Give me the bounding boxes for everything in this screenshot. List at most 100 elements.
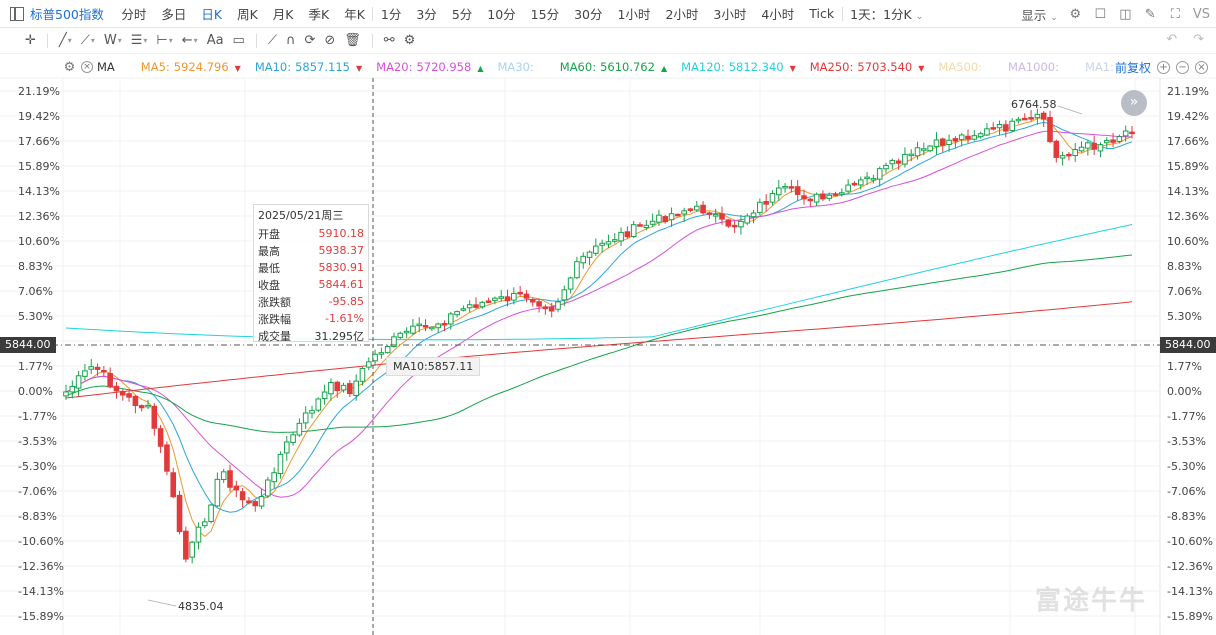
ma-legend-item[interactable]: MA1: <box>1085 60 1118 74</box>
candle-body <box>738 220 744 228</box>
candle-body <box>864 176 870 180</box>
candle-body <box>88 366 95 370</box>
collapse-icon[interactable]: − <box>1176 61 1189 74</box>
display-menu[interactable]: 显示 ⌄ <box>1021 5 1058 24</box>
adjust-mode-button[interactable]: 前复权 <box>1114 61 1151 75</box>
tab-timeframe-monthly[interactable]: 月K <box>272 7 294 22</box>
tab-timeframe-15min[interactable]: 15分 <box>530 7 560 22</box>
tooltip-date: 2025/05/21周三 <box>258 209 344 222</box>
ma-legend-item[interactable]: MA120: 5812.340 ▼ <box>681 60 810 74</box>
candle-body <box>498 296 505 299</box>
tab-timeframe-5min[interactable]: 5分 <box>451 7 473 22</box>
link-icon[interactable]: ⚯ <box>383 33 395 48</box>
line-tool-icon[interactable]: ╱ ▾ <box>58 33 72 48</box>
edit-icon[interactable]: ✎ <box>1144 6 1156 22</box>
ma-legend-item[interactable]: MA20: 5720.958 ▲ <box>376 60 497 74</box>
undo-redo: ↶ ↷ <box>1166 32 1204 47</box>
ma-legend-item[interactable]: MA10: 5857.115 ▼ <box>255 60 376 74</box>
expand-icon[interactable]: + <box>1157 61 1170 74</box>
ma-legend-item[interactable]: MA30: <box>497 60 537 74</box>
redo-icon[interactable]: ↷ <box>1193 32 1204 47</box>
indicator-name[interactable]: MA <box>97 60 115 74</box>
candle-body <box>378 352 385 355</box>
tab-timeframe-1min[interactable]: 1分 <box>380 7 402 22</box>
crosshair-icon[interactable]: ✛ <box>25 33 36 48</box>
ma-legend-item[interactable]: MA1000: <box>1008 60 1063 74</box>
trash-icon[interactable]: 🗑 <box>344 33 361 48</box>
undo-icon[interactable]: ↶ <box>1166 32 1178 47</box>
layout-icon[interactable]: ☐ <box>1094 6 1107 22</box>
close-icon[interactable]: × <box>81 61 93 73</box>
candle-body <box>782 185 788 189</box>
axis-tick-label: 12.36% <box>1167 210 1209 223</box>
settings-icon[interactable]: ⚙ <box>1069 6 1082 22</box>
wave-tool-icon[interactable]: W ▾ <box>103 33 122 48</box>
tab-timeframe-yearly[interactable]: 年K <box>344 7 365 22</box>
arrow-tool-icon[interactable]: ← ▾ <box>181 33 198 48</box>
expand-panel-button[interactable]: » <box>1121 90 1147 116</box>
ma-legend-item[interactable]: MA500: <box>938 60 986 74</box>
sidebar-toggle-icon[interactable] <box>10 6 24 21</box>
axis-tick-label: -10.60% <box>18 535 64 548</box>
candle-body <box>1053 140 1060 158</box>
tab-timeframe-3min[interactable]: 3分 <box>416 7 437 22</box>
ma-legend-item[interactable]: MA60: 5610.762 ▲ <box>560 60 681 74</box>
ruler-icon[interactable]: ⟋ <box>267 33 277 48</box>
candle-body <box>63 391 69 397</box>
ma-legend-item[interactable]: MA5: 5924.796 ▼ <box>141 60 255 74</box>
tab-timeframe-tick[interactable]: Tick <box>809 6 835 21</box>
axis-tick-label: 17.66% <box>18 135 60 148</box>
symbol-name[interactable]: 标普500指数 <box>30 7 104 22</box>
tab-timeframe-10min[interactable]: 10分 <box>487 7 516 22</box>
tab-timeframe-daily[interactable]: 日K <box>201 7 223 22</box>
tab-timeframe-intraday[interactable]: 分时 <box>121 7 147 22</box>
candle-body <box>429 326 435 330</box>
settings-icon[interactable]: ⚙ <box>63 59 76 75</box>
tab-timeframe-3h[interactable]: 3小时 <box>713 7 747 22</box>
close-icon[interactable]: × <box>1195 61 1208 74</box>
axis-tick-label: -15.89% <box>1167 610 1213 623</box>
text-tool-icon[interactable]: Aa <box>206 33 224 48</box>
magnet-icon[interactable]: ∩ <box>285 33 296 48</box>
divider <box>255 33 257 48</box>
ma-name: MA60: <box>559 60 597 74</box>
candle-body <box>94 366 101 370</box>
ma-legend-item[interactable]: MA250: 5703.540 ▼ <box>810 60 939 74</box>
measure-tool-icon[interactable]: ⊢ ▾ <box>156 33 173 48</box>
drawing-settings-icon[interactable]: ⚙ <box>403 33 416 48</box>
candle-body <box>580 255 587 264</box>
candle-body <box>668 213 675 221</box>
candle-body <box>807 198 814 202</box>
ma-name: MA120: <box>681 60 725 74</box>
tab-timeframe-30min[interactable]: 30分 <box>574 7 603 22</box>
tab-timeframe-quarterly[interactable]: 季K <box>308 7 330 22</box>
tooltip-label: 最低 <box>258 261 280 275</box>
tab-timeframe-1h[interactable]: 1小时 <box>617 7 651 22</box>
axis-tick-label: -12.36% <box>1167 560 1213 573</box>
fib-tool-icon[interactable]: ☰ ▾ <box>130 33 148 48</box>
candle-body <box>561 289 568 301</box>
channel-tool-icon[interactable]: ⟋ ▾ <box>80 33 95 48</box>
hide-drawings-icon[interactable]: ⊘ <box>324 33 336 48</box>
tooltip-label: 最高 <box>258 244 280 258</box>
candle-body <box>328 382 334 395</box>
tab-timeframe-4h[interactable]: 4小时 <box>761 7 795 22</box>
chart-grid <box>0 77 1216 635</box>
candle-body <box>492 297 498 301</box>
camera-icon[interactable]: ◫ <box>1119 6 1132 22</box>
legend-controls: 前复权 + − × <box>1115 59 1208 76</box>
tab-timeframe-multiday[interactable]: 多日 <box>161 7 187 22</box>
period-select[interactable]: 1天：1分K ⌄ <box>843 4 931 23</box>
axis-tick-label: -7.06% <box>18 485 57 498</box>
tab-timeframe-weekly[interactable]: 周K <box>237 7 258 22</box>
candle-body <box>214 478 221 507</box>
candle-body <box>775 187 782 196</box>
comment-tool-icon[interactable]: ▭ <box>232 33 245 48</box>
tab-timeframe-2h[interactable]: 2小时 <box>665 7 699 22</box>
candle-body <box>340 384 347 391</box>
sync-icon[interactable]: ⟳ <box>304 33 316 48</box>
candle-body <box>132 395 139 407</box>
candle-body <box>353 380 359 396</box>
fullscreen-icon[interactable]: ⛶ <box>1170 6 1180 22</box>
compare-button[interactable]: VS <box>1192 6 1210 22</box>
